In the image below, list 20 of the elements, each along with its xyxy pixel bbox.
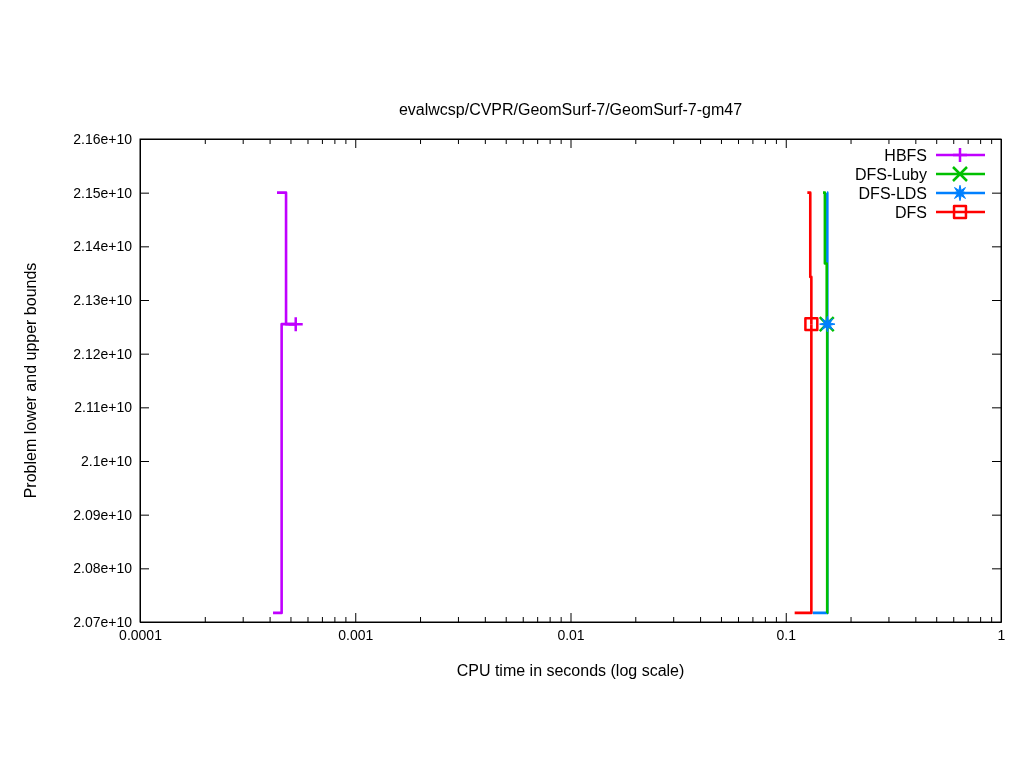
legend-label: DFS <box>895 203 927 221</box>
chart-title: evalwcsp/CVPR/GeomSurf-7/GeomSurf-7-gm47 <box>398 101 743 118</box>
x-tick-label: 0.1 <box>776 626 797 643</box>
y-axis-title: Problem lower and upper bounds <box>22 262 39 499</box>
y-tick-label: 2.16e+10 <box>73 130 133 147</box>
y-tick-label: 2.09e+10 <box>73 506 133 523</box>
y-tick-label: 2.11e+10 <box>74 399 133 416</box>
x-tick-label: 1 <box>997 626 1006 643</box>
legend-label: HBFS <box>884 146 927 164</box>
x-tick-label: 0.01 <box>557 626 585 643</box>
y-tick-label: 2.1e+10 <box>81 452 133 469</box>
x-tick-label: 0.001 <box>338 626 374 643</box>
y-tick-label: 2.15e+10 <box>73 184 133 201</box>
x-axis-title: CPU time in seconds (log scale) <box>456 662 685 679</box>
legend-label: DFS-Luby <box>854 165 927 183</box>
legend-label: DFS-LDS <box>858 184 927 202</box>
y-tick-label: 2.13e+10 <box>73 291 133 308</box>
y-tick-label: 2.08e+10 <box>73 560 133 577</box>
y-tick-label: 2.12e+10 <box>73 345 133 362</box>
y-tick-label: 2.14e+10 <box>73 238 133 255</box>
